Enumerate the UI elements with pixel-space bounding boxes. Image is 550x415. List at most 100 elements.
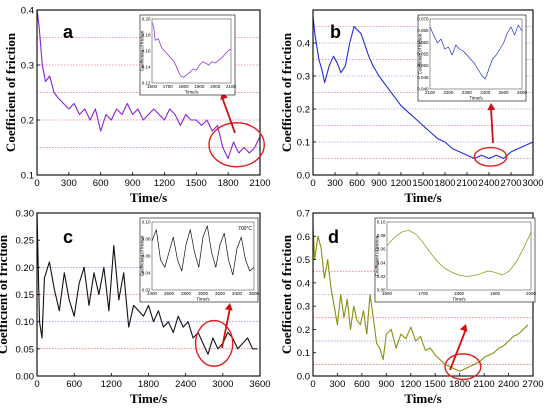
- y-tick-label: 0.30: [16, 209, 35, 220]
- x-tick-label: 1500: [425, 379, 446, 390]
- y-axis-title: Coefficient of friction: [0, 234, 10, 354]
- inset-y-tick-label: 0.16: [142, 49, 151, 54]
- y-tick-label: 0.5: [297, 255, 310, 266]
- x-tick-label: 0: [34, 379, 39, 390]
- panel-letter: b: [330, 22, 341, 42]
- x-tick-label: 2100: [456, 178, 477, 189]
- inset-x-tick-label: 2000: [210, 84, 221, 89]
- inset-x-axis-title: Time/s: [452, 297, 466, 302]
- inset-x-tick-label: 2100: [425, 90, 436, 95]
- inset-y-tick-label: 0.20: [142, 17, 151, 22]
- inset-plot-frame: [429, 18, 523, 90]
- inset-x-tick-label: 1600: [147, 84, 158, 89]
- inset-y-axis-title: Coefficient of friction: [375, 235, 380, 276]
- panel-letter: d: [328, 227, 339, 247]
- inset-y-axis-title: Coefficient of friction: [418, 33, 423, 74]
- inset-x-tick-label: 1700: [163, 84, 174, 89]
- inset-x-tick-label: 3000: [198, 291, 209, 296]
- zoom-arrow: [221, 96, 236, 134]
- inset-x-tick-label: 1900: [490, 291, 501, 296]
- inset-x-tick-label: 1700: [418, 291, 429, 296]
- x-tick-label: 1800: [449, 379, 470, 390]
- y-tick-label: 0.05: [16, 344, 35, 355]
- x-tick-label: 2700: [500, 178, 521, 189]
- inset-y-axis-title: Coefficient of friction: [140, 30, 145, 71]
- y-tick-label: 0.2: [21, 116, 34, 127]
- inset-plot-frame: [386, 221, 532, 291]
- y-tick-label: 0.0: [297, 372, 310, 383]
- y-tick-label: 0.20: [16, 263, 35, 274]
- inset-y-tick-label: 0.00: [377, 288, 386, 293]
- inset-x-tick-label: 1800: [454, 291, 465, 296]
- x-axis-title: Time/s: [130, 391, 167, 406]
- panel-letter: a: [63, 22, 74, 42]
- x-tick-label: 600: [66, 379, 82, 390]
- y-tick-label: 0.4: [21, 6, 34, 17]
- inset-y-tick-label: 0.10: [142, 220, 151, 225]
- inset-temperature-note: 700°C: [238, 226, 252, 232]
- inset-y-tick-label: 0.040: [417, 87, 429, 92]
- inset-y-tick-label: 0.08: [377, 233, 386, 238]
- inset-x-tick-label: 2200: [443, 90, 454, 95]
- panel-letter: c: [63, 227, 73, 247]
- y-tick-label: 0.2: [297, 105, 310, 116]
- inset-y-tick-label: 0.06: [377, 247, 386, 252]
- x-tick-label: 300: [327, 178, 343, 189]
- x-tick-label: 1200: [400, 379, 421, 390]
- x-tick-label: 2400: [175, 379, 196, 390]
- inset-x-tick-label: 2100: [226, 84, 237, 89]
- zoom-arrowhead: [459, 324, 468, 332]
- x-tick-label: 900: [125, 178, 141, 189]
- inset-x-tick-label: 2300: [462, 90, 473, 95]
- zoom-arrow: [490, 107, 494, 144]
- x-tick-label: 2100: [249, 178, 270, 189]
- inset-x-tick-label: 2600: [517, 90, 528, 95]
- highlight-ellipse: [194, 319, 234, 367]
- y-axis-title: Coefficient of friction: [279, 234, 294, 354]
- inset-x-tick-label: 2600: [164, 291, 175, 296]
- x-tick-label: 600: [349, 178, 365, 189]
- y-tick-label: 0.2: [297, 325, 310, 336]
- inset-x-tick-label: 3600: [249, 291, 260, 296]
- inset-y-tick-label: 0.04: [142, 271, 151, 276]
- inset-plot-frame: [151, 18, 232, 84]
- x-tick-label: 2400: [498, 379, 519, 390]
- x-tick-label: 2400: [478, 178, 499, 189]
- x-axis-title: Time/s: [404, 391, 441, 406]
- x-axis-title: Time/s: [404, 190, 441, 205]
- inset-y-tick-label: 0.12: [142, 81, 151, 86]
- inset-frame: [374, 217, 536, 303]
- inset-y-tick-label: 0.06: [142, 254, 151, 259]
- inset-x-tick-label: 1900: [194, 84, 205, 89]
- y-tick-label: 0.3: [297, 302, 310, 313]
- inset-x-tick-label: 1600: [382, 291, 393, 296]
- inset-y-tick-label: 0.060: [417, 40, 429, 45]
- inset-y-tick-label: 0.02: [377, 274, 386, 279]
- x-tick-label: 0: [310, 379, 315, 390]
- inset-series-line-a: [151, 22, 232, 78]
- inset-plot-frame: [151, 221, 255, 291]
- y-tick-label: 0.25: [16, 236, 35, 247]
- series-line-c: [36, 212, 258, 355]
- x-tick-label: 900: [378, 379, 394, 390]
- x-tick-label: 300: [61, 178, 77, 189]
- x-tick-label: 2700: [522, 379, 543, 390]
- panel-c: 0 600 1200 1800 2400 3000 3600 0.00 0.05 0.10 0.15…: [0, 209, 271, 407]
- y-tick-label: 0.0: [297, 171, 310, 182]
- y-tick-label: 0.15: [16, 290, 35, 301]
- x-tick-label: 1800: [434, 178, 455, 189]
- inset-y-tick-label: 0.04: [377, 260, 386, 265]
- x-tick-label: 1200: [390, 178, 411, 189]
- inset-y-tick-label: 0.08: [142, 237, 151, 242]
- inset-y-tick-label: 0.055: [417, 52, 429, 57]
- inset-x-tick-label: 2800: [181, 291, 192, 296]
- y-tick-label: 0.00: [16, 372, 35, 383]
- x-tick-label: 1500: [412, 178, 433, 189]
- x-tick-label: 2100: [474, 379, 495, 390]
- x-tick-label: 1800: [218, 178, 239, 189]
- zoom-arrow: [221, 307, 231, 349]
- inset-x-tick-label: 2400: [147, 291, 158, 296]
- x-tick-label: 1200: [154, 178, 175, 189]
- x-tick-label: 300: [330, 379, 346, 390]
